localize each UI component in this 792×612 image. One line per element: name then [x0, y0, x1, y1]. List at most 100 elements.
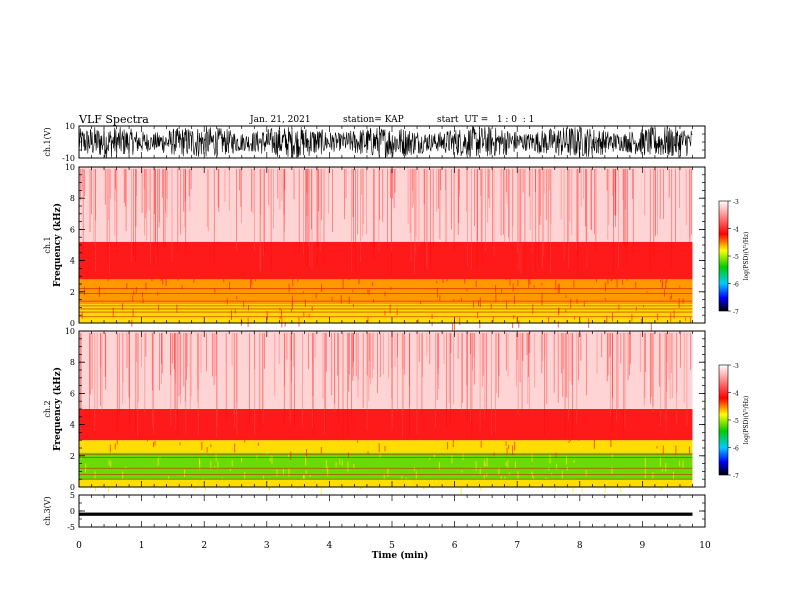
spec-speckle — [297, 278, 299, 282]
spec-streak — [495, 333, 496, 433]
spec-streak — [609, 333, 611, 358]
spec-speckle — [284, 321, 286, 327]
spec-streak — [312, 333, 314, 363]
spec-streak — [200, 333, 202, 373]
spec-streak — [206, 333, 207, 372]
spec-streak — [549, 169, 551, 191]
spec-streak — [206, 169, 208, 228]
y-axis-label: ch.3(V) — [43, 496, 52, 525]
spec-streak — [172, 333, 173, 364]
spec-speckle — [483, 474, 485, 483]
spec-speckle — [276, 469, 278, 477]
spec-streak — [580, 169, 582, 207]
spec-speckle — [269, 486, 271, 491]
spec-streak — [153, 333, 155, 434]
spec-streak — [353, 333, 354, 363]
spec-streak — [680, 333, 681, 368]
spec-streak — [322, 333, 324, 399]
spec-streak — [528, 333, 529, 377]
spec-speckle — [506, 300, 508, 309]
spec-streak — [613, 169, 615, 216]
spec-streak — [445, 169, 447, 245]
colorbar-tick-label: -6 — [733, 282, 739, 289]
spec-speckle — [367, 451, 369, 455]
spec-streak — [254, 333, 256, 435]
spec-streak — [657, 169, 658, 235]
spec-speckle — [281, 309, 282, 319]
spec-speckle — [145, 282, 147, 290]
spec-speckle — [486, 457, 488, 467]
spec-speckle — [279, 316, 281, 320]
spec-streak — [151, 333, 153, 391]
spec-streak — [550, 169, 552, 224]
spec-speckle — [168, 475, 170, 480]
spec-speckle — [675, 445, 677, 456]
spec-streak — [668, 333, 670, 380]
spec-streak — [397, 333, 398, 412]
spec-streak — [141, 333, 142, 368]
spec-streak — [114, 169, 116, 201]
spec-speckle — [367, 316, 369, 323]
spec-streak — [482, 333, 484, 376]
spec-streak — [197, 333, 199, 390]
spec-streak — [352, 169, 354, 218]
spec-streak — [344, 169, 345, 220]
spec-streak — [144, 333, 146, 413]
spec-streak — [508, 169, 509, 238]
spec-speckle — [229, 468, 231, 471]
spec-speckle — [565, 455, 567, 465]
spec-streak — [366, 333, 368, 431]
spec-speckle — [415, 471, 417, 480]
spec-streak — [524, 169, 526, 274]
spec-streak — [660, 333, 662, 426]
spec-speckle — [452, 437, 454, 448]
chart-title: VLF Spectra — [79, 113, 149, 126]
spec-streak — [590, 169, 592, 230]
spec-speckle — [479, 297, 481, 308]
spec-streak — [671, 333, 673, 398]
spec-streak — [337, 333, 339, 376]
spec-speckle — [202, 477, 204, 482]
spec-speckle — [288, 467, 290, 477]
spec-streak — [260, 169, 262, 271]
spec-speckle — [206, 447, 208, 453]
spec-streak — [547, 169, 549, 262]
spec-streak — [379, 169, 380, 220]
spec-speckle — [302, 291, 304, 294]
spec-streak — [519, 333, 521, 383]
x-tick-label: 10 — [699, 541, 711, 551]
spec-streak — [236, 333, 238, 417]
x-tick-label: 5 — [389, 541, 395, 551]
spec-streak — [446, 333, 447, 429]
spec-streak — [412, 169, 414, 191]
spec-streak — [538, 169, 540, 266]
spec-speckle — [652, 472, 654, 480]
start-time-label: start UT = 1 : 0 : 1 — [437, 115, 535, 125]
spec-speckle — [446, 279, 448, 282]
spec-streak — [623, 333, 625, 439]
spec-streak — [218, 169, 220, 212]
spec-speckle — [251, 278, 253, 286]
spec-streak — [409, 333, 410, 387]
spec-speckle — [658, 480, 660, 489]
spec-speckle — [231, 310, 232, 320]
spec-streak — [409, 333, 410, 437]
spec-streak — [95, 169, 96, 221]
spec-speckle — [461, 470, 463, 473]
spec-speckle — [561, 471, 563, 480]
spec-streak — [109, 169, 110, 274]
spec-streak — [213, 333, 215, 385]
spec-streak — [666, 333, 667, 392]
spec-streak — [366, 333, 368, 376]
spec-streak — [81, 169, 83, 191]
spec-streak — [596, 333, 598, 374]
spec-streak — [323, 169, 325, 263]
spec-streak — [485, 169, 486, 252]
spec-speckle — [429, 457, 431, 460]
band-1 — [79, 452, 693, 480]
spec-streak — [122, 333, 124, 383]
spec-streak — [283, 169, 285, 233]
ch1-spectrogram-panel: 0 2 4 6 8 10 ch.1 Frequency (kHz) — [43, 163, 706, 332]
spec-streak — [685, 169, 687, 226]
spec-streak — [413, 169, 414, 205]
